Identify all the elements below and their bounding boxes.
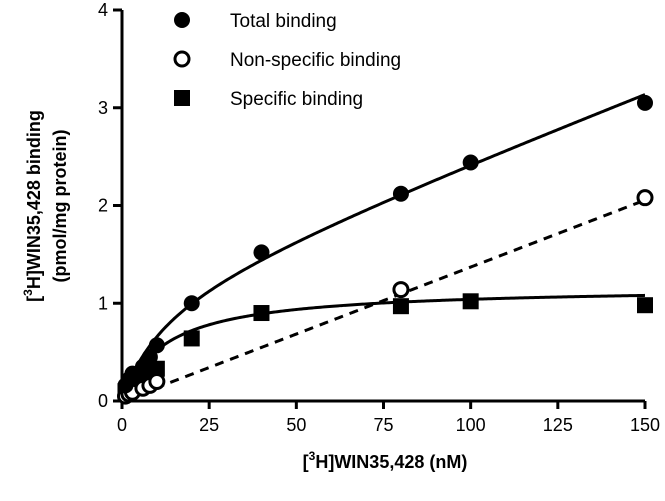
data-point-open-circle — [392, 281, 410, 299]
legend-label: Specific binding — [230, 89, 363, 110]
legend-label: Total binding — [230, 11, 337, 32]
data-point-open-circle — [148, 372, 166, 390]
x-tick-label: 100 — [456, 415, 486, 435]
x-tick-label: 75 — [373, 415, 393, 435]
legend-marker-filled-square — [174, 90, 190, 106]
data-point-filled-square — [253, 305, 270, 322]
data-point-filled-circle — [148, 337, 165, 354]
data-point-filled-square — [637, 297, 653, 314]
y-tick-label: 1 — [98, 293, 108, 313]
data-points — [116, 94, 654, 405]
data-point-filled-square — [183, 330, 200, 347]
legend-label: Non-specific binding — [230, 50, 401, 71]
fit-curve-hyperbolic — [124, 293, 646, 394]
legend-marker-filled-circle — [174, 12, 190, 28]
y-tick-label: 4 — [98, 0, 108, 20]
data-point-filled-circle — [462, 154, 479, 171]
data-point-filled-square — [392, 298, 409, 315]
x-tick-label: 125 — [543, 415, 573, 435]
fit-curve-linear — [124, 198, 646, 402]
data-point-filled-square — [148, 360, 165, 377]
axes: 0 25 50 75 100 125 150 0 1 2 3 4 — [98, 0, 660, 435]
data-point-filled-circle — [253, 244, 270, 261]
x-tick-label: 50 — [286, 415, 306, 435]
data-point-filled-circle — [392, 185, 409, 202]
y-axis-label-line2: (pmol/mg protein) — [50, 130, 70, 283]
legend: Total binding Non-specific binding Specifi… — [173, 11, 401, 110]
fit-curves — [124, 93, 646, 402]
y-tick-label: 2 — [98, 196, 108, 216]
data-point-filled-circle — [637, 94, 653, 111]
x-axis-label: [3H]WIN35,428 (nM) — [303, 449, 468, 472]
data-point-filled-circle — [141, 349, 158, 366]
y-tick-label: 3 — [98, 98, 108, 118]
x-tick-label: 0 — [117, 415, 127, 435]
fit-curve-total — [124, 93, 646, 392]
x-tick-label: 150 — [630, 415, 660, 435]
y-axis-label-line1: [3H]WIN35,428 binding — [21, 110, 44, 302]
data-point-open-circle — [636, 189, 654, 207]
data-point-filled-circle — [183, 295, 200, 312]
x-tick-label: 25 — [199, 415, 219, 435]
data-point-filled-square — [462, 293, 479, 310]
y-tick-label: 0 — [98, 391, 108, 411]
legend-marker-open-circle — [173, 50, 191, 68]
